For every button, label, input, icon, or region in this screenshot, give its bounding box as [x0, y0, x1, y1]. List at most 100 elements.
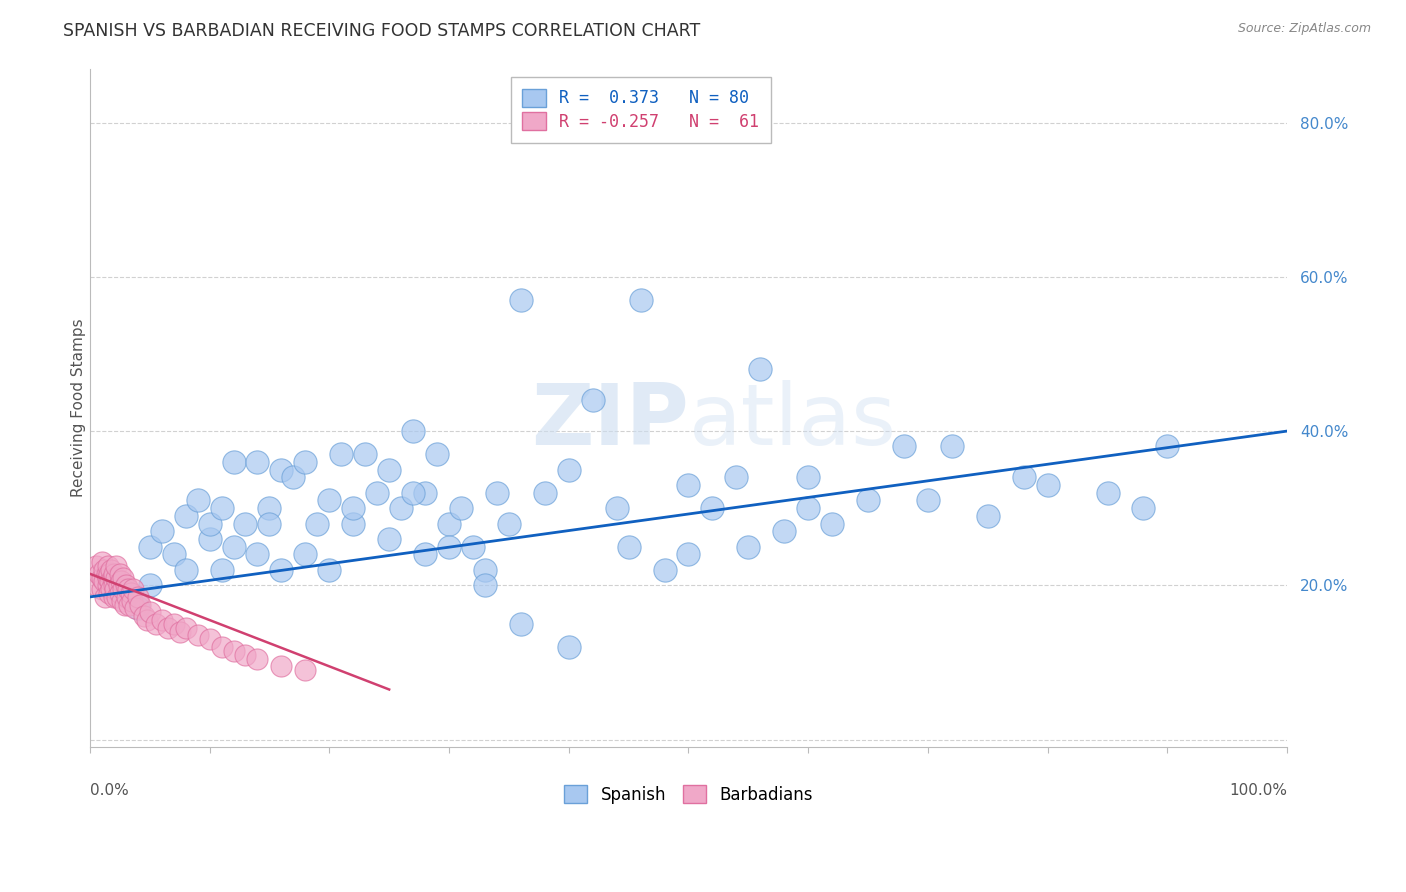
Point [121, 594, 143, 608]
Point [105, 571, 128, 585]
Point [342, 516, 364, 531]
Point [558, 640, 581, 654]
Point [246, 548, 269, 562]
Point [1012, 470, 1035, 484]
Point [402, 485, 425, 500]
Point [90, 582, 112, 597]
Point [749, 362, 772, 376]
Text: Source: ZipAtlas.com: Source: ZipAtlas.com [1237, 22, 1371, 36]
Point [259, 501, 281, 516]
Point [103, 566, 125, 581]
Point [163, 548, 186, 562]
Point [132, 609, 155, 624]
Point [84, 559, 107, 574]
Point [115, 590, 138, 604]
Point [797, 470, 820, 484]
Point [354, 447, 377, 461]
Point [150, 524, 173, 539]
Point [198, 516, 221, 531]
Point [678, 478, 700, 492]
Point [156, 621, 179, 635]
Point [366, 485, 388, 500]
Point [96, 566, 118, 581]
Point [474, 563, 496, 577]
Point [342, 501, 364, 516]
Point [108, 566, 131, 581]
Point [211, 501, 233, 516]
Point [582, 393, 605, 408]
Point [797, 501, 820, 516]
Point [114, 598, 136, 612]
Point [856, 493, 879, 508]
Point [222, 455, 245, 469]
Point [150, 613, 173, 627]
Point [127, 601, 149, 615]
Point [533, 485, 555, 500]
Point [198, 632, 221, 647]
Text: atlas: atlas [689, 380, 897, 463]
Point [211, 640, 233, 654]
Text: 100.0%: 100.0% [1229, 783, 1286, 797]
Point [270, 463, 292, 477]
Point [294, 663, 316, 677]
Point [105, 559, 128, 574]
Point [90, 571, 112, 585]
Point [108, 586, 131, 600]
Point [283, 470, 305, 484]
Text: ZIP: ZIP [530, 380, 689, 463]
Point [110, 574, 132, 589]
Point [437, 516, 460, 531]
Point [114, 586, 136, 600]
Point [174, 508, 197, 523]
Point [112, 571, 135, 585]
Point [821, 516, 844, 531]
Point [118, 598, 141, 612]
Point [97, 578, 120, 592]
Point [725, 470, 748, 484]
Point [101, 571, 124, 585]
Point [437, 540, 460, 554]
Point [94, 590, 117, 604]
Point [977, 508, 1000, 523]
Point [413, 548, 436, 562]
Point [222, 644, 245, 658]
Point [145, 616, 167, 631]
Point [211, 563, 233, 577]
Point [98, 586, 121, 600]
Point [1156, 440, 1178, 454]
Point [330, 447, 353, 461]
Point [98, 574, 121, 589]
Point [270, 659, 292, 673]
Point [90, 555, 112, 569]
Text: SPANISH VS BARBADIAN RECEIVING FOOD STAMPS CORRELATION CHART: SPANISH VS BARBADIAN RECEIVING FOOD STAM… [63, 22, 700, 40]
Legend: Spanish, Barbadians: Spanish, Barbadians [554, 775, 823, 814]
Point [97, 559, 120, 574]
Point [136, 613, 159, 627]
Point [163, 616, 186, 631]
Point [270, 563, 292, 577]
Point [105, 590, 128, 604]
Point [100, 582, 122, 597]
Point [98, 566, 121, 581]
Point [893, 440, 915, 454]
Point [198, 532, 221, 546]
Point [461, 540, 484, 554]
Point [97, 571, 120, 585]
Point [103, 571, 125, 585]
Point [235, 516, 257, 531]
Point [120, 586, 142, 600]
Point [169, 624, 191, 639]
Point [222, 540, 245, 554]
Point [246, 455, 269, 469]
Point [773, 524, 796, 539]
Point [378, 532, 401, 546]
Point [654, 563, 676, 577]
Point [318, 493, 340, 508]
Point [606, 501, 628, 516]
Point [138, 578, 160, 592]
Point [474, 578, 496, 592]
Point [678, 548, 700, 562]
Point [93, 574, 115, 589]
Point [246, 651, 269, 665]
Point [111, 594, 134, 608]
